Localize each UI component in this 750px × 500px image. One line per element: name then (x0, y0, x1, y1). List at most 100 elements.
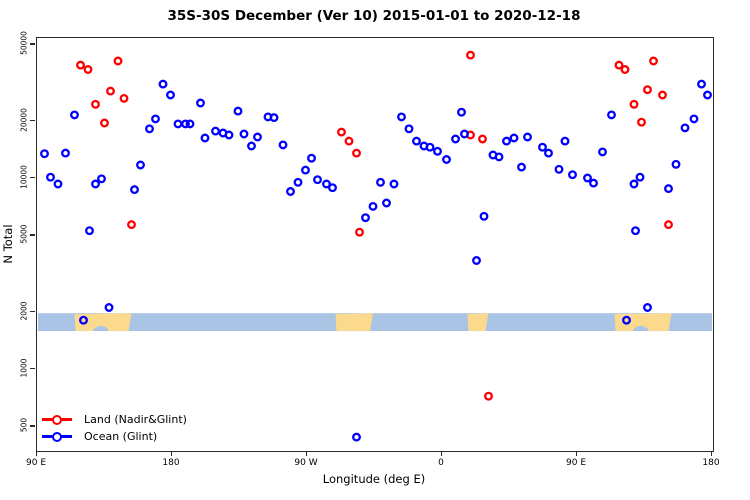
data-point (484, 391, 493, 401)
data-point (322, 179, 331, 189)
data-point (629, 99, 639, 109)
data-point (412, 136, 421, 146)
data-point (211, 126, 220, 136)
data-point (307, 153, 316, 163)
data-point (680, 123, 690, 133)
data-point (53, 179, 63, 189)
data-point (538, 142, 547, 152)
data-point (544, 148, 553, 158)
data-point (85, 226, 94, 236)
y-tick (30, 43, 35, 45)
data-point (301, 165, 310, 175)
data-point (104, 303, 114, 312)
data-point (269, 113, 279, 123)
y-tick (30, 234, 35, 236)
legend-label-ocean: Ocean (Glint) (84, 430, 158, 443)
land-marker-icon (42, 414, 72, 426)
data-point (649, 56, 658, 66)
data-point (352, 432, 361, 442)
map-band-land-south-america (335, 313, 373, 332)
data-point (158, 79, 168, 89)
data-point (247, 141, 256, 151)
y-tick (30, 177, 35, 179)
data-point (127, 220, 136, 230)
data-point (433, 146, 442, 156)
data-point (355, 227, 364, 237)
x-tick (171, 451, 173, 456)
data-point (554, 164, 564, 174)
data-point (457, 107, 466, 117)
data-point (200, 133, 210, 143)
data-point (130, 185, 139, 195)
data-point (466, 50, 475, 60)
data-point (106, 86, 115, 96)
data-point (151, 114, 160, 124)
data-point (460, 129, 469, 139)
y-axis-title: N Total (1, 224, 15, 264)
data-point (70, 110, 79, 120)
scatter-canvas (38, 50, 712, 442)
data-point (382, 198, 391, 208)
y-tick-label: 5000 (19, 224, 29, 245)
x-tick-label: 90 W (294, 458, 318, 468)
data-point (589, 178, 598, 188)
data-point (671, 159, 681, 169)
data-point (523, 132, 532, 142)
data-point (368, 201, 378, 211)
data-point (509, 133, 519, 143)
data-point (100, 118, 109, 128)
data-point (614, 60, 624, 70)
data-point (643, 85, 652, 95)
data-point (113, 56, 123, 66)
data-point (607, 110, 616, 120)
x-tick (306, 451, 308, 456)
data-point (703, 90, 712, 100)
data-point (224, 130, 234, 140)
y-tick (30, 425, 35, 427)
series-land (76, 50, 673, 401)
data-point (313, 175, 322, 185)
y-tick-label: 1000 (19, 358, 29, 378)
data-point (598, 147, 607, 157)
y-tick-label: 20000 (19, 107, 29, 132)
data-point (397, 112, 406, 122)
series-ocean (40, 79, 712, 442)
data-point (658, 90, 667, 100)
data-point (361, 213, 370, 223)
legend-item-ocean: Ocean (Glint) (42, 428, 187, 445)
y-tick-label: 2000 (19, 300, 29, 321)
chart-title: 35S-30S December (Ver 10) 2015-01-01 to … (167, 8, 581, 24)
data-point (337, 127, 346, 137)
legend: Land (Nadir&Glint) Ocean (Glint) (42, 411, 187, 445)
data-point (119, 93, 129, 103)
data-point (91, 179, 100, 189)
data-point (643, 303, 652, 312)
y-tick-label: 10000 (19, 165, 29, 189)
data-point (631, 226, 640, 236)
data-point (560, 136, 570, 146)
map-band-ocean (38, 313, 712, 332)
data-point (664, 184, 673, 194)
x-tick (36, 451, 38, 456)
data-point (173, 119, 183, 129)
data-point (479, 211, 489, 221)
x-tick-label: 180 (162, 458, 180, 468)
data-point (328, 183, 337, 193)
data-point (166, 90, 175, 100)
data-point (494, 152, 504, 162)
data-point (181, 119, 190, 129)
data-point (376, 177, 385, 187)
map-band-land-australia (74, 313, 132, 332)
data-point (389, 179, 399, 189)
data-point (196, 98, 205, 108)
data-point (472, 256, 481, 265)
data-point (145, 124, 154, 134)
data-point (253, 132, 262, 142)
data-point (664, 220, 673, 230)
x-tick-label: 90 E (26, 458, 46, 468)
data-point (278, 140, 288, 150)
data-point (404, 124, 414, 134)
data-point (61, 148, 70, 158)
data-point (83, 65, 93, 74)
